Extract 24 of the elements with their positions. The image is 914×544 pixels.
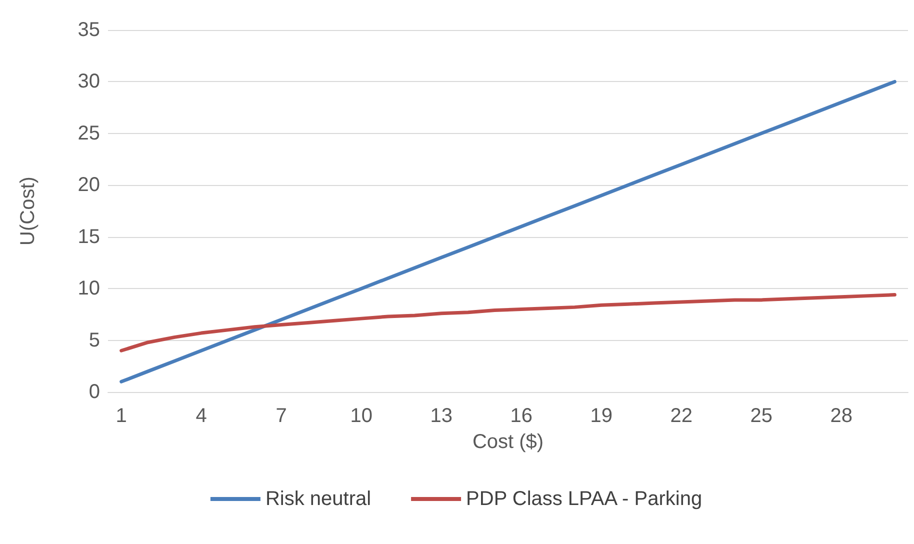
y-tick-label: 35 [78, 19, 100, 41]
legend-label: PDP Class LPAA - Parking [466, 488, 702, 510]
y-tick-label: 0 [88, 381, 100, 403]
y-tick-label: 30 [78, 70, 100, 93]
y-tick-label: 25 [78, 122, 100, 144]
x-axis-title: Cost ($) [472, 431, 544, 453]
y-axis-title: U(Cost) [17, 176, 39, 246]
y-tick-label: 5 [88, 329, 100, 352]
y-tick-label: 10 [78, 278, 100, 300]
x-tick-label: 22 [670, 405, 692, 427]
legend-label: Risk neutral [265, 488, 372, 510]
x-tick-label: 7 [276, 405, 287, 427]
x-tick-label: 1 [116, 405, 127, 427]
y-tick-label: 15 [78, 226, 100, 248]
x-tick-label: 16 [510, 405, 532, 427]
x-tick-label: 4 [196, 405, 207, 427]
x-tick-label: 28 [830, 405, 852, 427]
x-tick-label: 19 [590, 405, 612, 427]
y-tick-label: 20 [78, 174, 100, 196]
x-tick-label: 13 [430, 405, 452, 427]
x-tick-label: 25 [750, 405, 772, 427]
line-series [120, 293, 896, 352]
line-series [120, 80, 896, 384]
x-tick-label: 10 [350, 405, 372, 427]
